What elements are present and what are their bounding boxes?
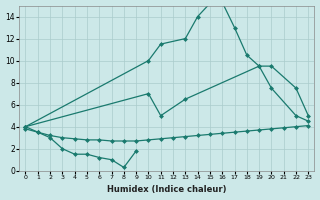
X-axis label: Humidex (Indice chaleur): Humidex (Indice chaleur): [107, 185, 227, 194]
